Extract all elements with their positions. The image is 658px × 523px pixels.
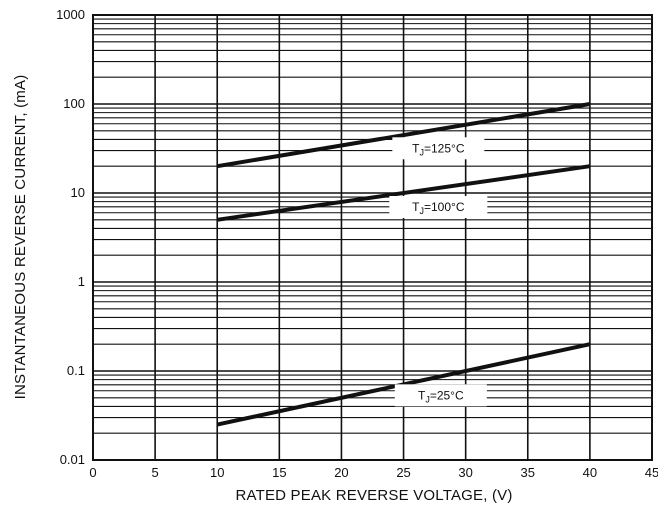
y-tick-label: 1 [78, 274, 85, 289]
y-tick-label: 100 [63, 96, 85, 111]
x-tick-label: 15 [272, 465, 286, 480]
series-line [216, 164, 591, 222]
x-tick-label: 5 [151, 465, 158, 480]
x-tick-label: 20 [334, 465, 348, 480]
y-tick-label: 1000 [56, 7, 85, 22]
y-tick-label: 10 [71, 185, 85, 200]
x-tick-label: 30 [458, 465, 472, 480]
y-tick-label: 0.01 [60, 452, 85, 467]
series-line [216, 102, 591, 169]
series-label: TJ=25°C [418, 388, 464, 404]
x-tick-label: 45 [645, 465, 658, 480]
series-label-background [392, 137, 485, 160]
series-label-background [389, 195, 488, 218]
x-axis-title: RATED PEAK REVERSE VOLTAGE, (V) [235, 487, 512, 504]
y-axis-title: INSTANTANEOUS REVERSE CURRENT, (mA) [12, 75, 29, 400]
x-tick-label: 10 [210, 465, 224, 480]
x-tick-label: 35 [521, 465, 535, 480]
plot-frame [92, 14, 653, 461]
series-label: TJ=100°C [412, 200, 465, 216]
x-tick-label: 25 [396, 465, 410, 480]
y-tick-label: 0.1 [67, 363, 85, 378]
grid [92, 14, 653, 461]
series-labels: TJ=125°C TJ=100°C TJ=25°C [389, 137, 488, 407]
x-tick-label: 0 [89, 465, 96, 480]
series-label: TJ=125°C [412, 141, 465, 157]
x-tick-label: 40 [583, 465, 597, 480]
tick-labels: 0 5 10 15 20 25 30 35 40 45 0.01 0.1 1 10 100 1000 [56, 7, 658, 480]
series-label-background [394, 384, 487, 407]
